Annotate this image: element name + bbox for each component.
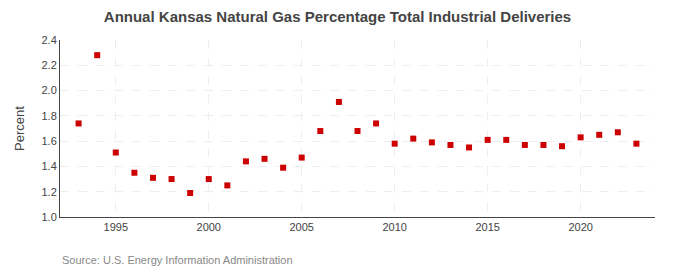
svg-text:2010: 2010 [382, 221, 406, 233]
svg-text:2015: 2015 [475, 221, 499, 233]
svg-text:1995: 1995 [104, 221, 128, 233]
svg-text:2.2: 2.2 [42, 59, 57, 71]
svg-text:2000: 2000 [197, 221, 221, 233]
svg-text:1.2: 1.2 [42, 186, 57, 198]
svg-text:Percent: Percent [12, 106, 27, 151]
svg-text:Annual Kansas Natural Gas Perc: Annual Kansas Natural Gas Percentage Tot… [104, 8, 571, 25]
svg-text:2020: 2020 [568, 221, 592, 233]
svg-text:1.4: 1.4 [42, 160, 57, 172]
svg-text:2005: 2005 [289, 221, 313, 233]
svg-text:1.0: 1.0 [42, 211, 57, 223]
svg-text:1.8: 1.8 [42, 110, 57, 122]
svg-text:Source: U.S. Energy Informatio: Source: U.S. Energy Information Administ… [62, 254, 293, 266]
svg-text:2.4: 2.4 [42, 34, 57, 46]
svg-text:1.6: 1.6 [42, 135, 57, 147]
svg-text:2.0: 2.0 [42, 84, 57, 96]
